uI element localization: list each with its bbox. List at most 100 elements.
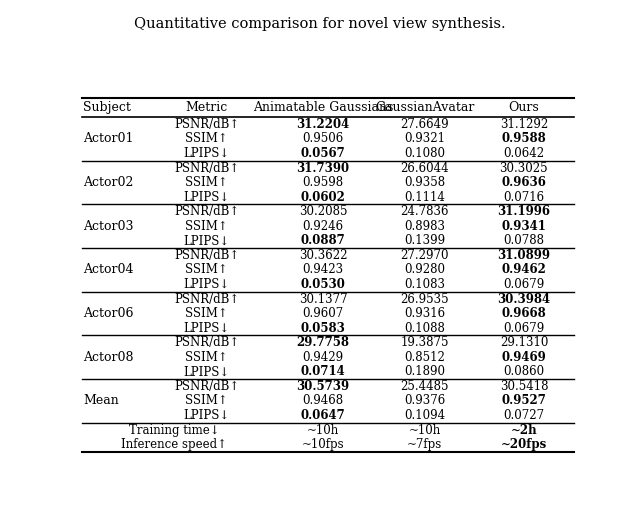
Text: 0.0642: 0.0642 [503,147,545,160]
Text: Training time↓: Training time↓ [129,424,220,436]
Text: 0.0602: 0.0602 [301,190,346,204]
Text: Actor04: Actor04 [83,264,134,277]
Text: Actor03: Actor03 [83,220,134,233]
Text: 0.0727: 0.0727 [503,409,545,422]
Text: 0.1088: 0.1088 [404,322,445,335]
Text: 0.9341: 0.9341 [502,220,547,233]
Text: LPIPS↓: LPIPS↓ [183,365,230,378]
Text: 0.1083: 0.1083 [404,278,445,291]
Text: 31.2204: 31.2204 [296,118,349,131]
Text: 0.0647: 0.0647 [301,409,346,422]
Text: 0.0567: 0.0567 [301,147,346,160]
Text: 24.7836: 24.7836 [401,206,449,218]
Text: 0.9598: 0.9598 [303,176,344,189]
Text: 30.5739: 30.5739 [296,380,349,393]
Text: Inference speed↑: Inference speed↑ [121,438,227,451]
Text: SSIM↑: SSIM↑ [185,394,228,407]
Text: 0.9469: 0.9469 [502,351,547,364]
Text: 0.9636: 0.9636 [502,176,547,189]
Text: ~10h: ~10h [408,424,441,436]
Text: LPIPS↓: LPIPS↓ [183,190,230,204]
Text: 29.1310: 29.1310 [500,336,548,349]
Text: 0.0860: 0.0860 [503,365,545,378]
Text: 0.9246: 0.9246 [303,220,344,233]
Text: ~2h: ~2h [511,424,537,436]
Text: PSNR/dB↑: PSNR/dB↑ [174,161,239,174]
Text: Subject: Subject [83,101,131,114]
Text: PSNR/dB↑: PSNR/dB↑ [174,118,239,131]
Text: 30.3622: 30.3622 [299,249,348,262]
Text: SSIM↑: SSIM↑ [185,220,228,233]
Text: 29.7758: 29.7758 [296,336,349,349]
Text: PSNR/dB↑: PSNR/dB↑ [174,380,239,393]
Text: LPIPS↓: LPIPS↓ [183,147,230,160]
Text: 0.0530: 0.0530 [301,278,346,291]
Text: 0.1890: 0.1890 [404,365,445,378]
Text: ~10h: ~10h [307,424,339,436]
Text: SSIM↑: SSIM↑ [185,307,228,320]
Text: SSIM↑: SSIM↑ [185,176,228,189]
Text: PSNR/dB↑: PSNR/dB↑ [174,249,239,262]
Text: 0.9527: 0.9527 [502,394,547,407]
Text: 0.0679: 0.0679 [503,322,545,335]
Text: 0.8512: 0.8512 [404,351,445,364]
Text: 30.1377: 30.1377 [299,293,348,306]
Text: LPIPS↓: LPIPS↓ [183,278,230,291]
Text: Actor02: Actor02 [83,176,134,189]
Text: 0.9588: 0.9588 [502,132,547,145]
Text: 31.0899: 31.0899 [497,249,550,262]
Text: 0.9429: 0.9429 [303,351,344,364]
Text: 0.9316: 0.9316 [404,307,445,320]
Text: 30.2085: 30.2085 [299,206,348,218]
Text: 19.3875: 19.3875 [401,336,449,349]
Text: Quantitative comparison for novel view synthesis.: Quantitative comparison for novel view s… [134,17,506,31]
Text: 0.1399: 0.1399 [404,235,445,248]
Text: 0.9423: 0.9423 [303,264,344,277]
Text: 30.3984: 30.3984 [497,293,550,306]
Text: 0.0788: 0.0788 [504,235,545,248]
Text: 0.9321: 0.9321 [404,132,445,145]
Text: 26.6044: 26.6044 [401,161,449,174]
Text: 27.6649: 27.6649 [401,118,449,131]
Text: Mean: Mean [83,394,119,407]
Text: Animatable Gaussians: Animatable Gaussians [253,101,393,114]
Text: LPIPS↓: LPIPS↓ [183,322,230,335]
Text: PSNR/dB↑: PSNR/dB↑ [174,206,239,218]
Text: Actor06: Actor06 [83,307,134,320]
Text: 31.1996: 31.1996 [497,206,550,218]
Text: 0.9358: 0.9358 [404,176,445,189]
Text: 0.9506: 0.9506 [303,132,344,145]
Text: ~20fps: ~20fps [500,438,547,451]
Text: 0.1080: 0.1080 [404,147,445,160]
Text: ~10fps: ~10fps [301,438,344,451]
Text: 30.3025: 30.3025 [500,161,548,174]
Text: 31.7390: 31.7390 [296,161,349,174]
Text: GaussianAvatar: GaussianAvatar [375,101,474,114]
Text: Actor08: Actor08 [83,351,134,364]
Text: 30.5418: 30.5418 [500,380,548,393]
Text: 0.8983: 0.8983 [404,220,445,233]
Text: Actor01: Actor01 [83,132,134,145]
Text: SSIM↑: SSIM↑ [185,351,228,364]
Text: ~7fps: ~7fps [407,438,442,451]
Text: Metric: Metric [186,101,228,114]
Text: 27.2970: 27.2970 [401,249,449,262]
Text: 26.9535: 26.9535 [401,293,449,306]
Text: 0.0583: 0.0583 [301,322,346,335]
Text: SSIM↑: SSIM↑ [185,264,228,277]
Text: 0.9462: 0.9462 [502,264,547,277]
Text: 0.9668: 0.9668 [502,307,547,320]
Text: LPIPS↓: LPIPS↓ [183,235,230,248]
Text: 0.9468: 0.9468 [303,394,344,407]
Text: 0.0887: 0.0887 [301,235,346,248]
Text: PSNR/dB↑: PSNR/dB↑ [174,293,239,306]
Text: 0.0714: 0.0714 [301,365,346,378]
Text: 0.9280: 0.9280 [404,264,445,277]
Text: Ours: Ours [509,101,540,114]
Text: 0.9376: 0.9376 [404,394,445,407]
Text: LPIPS↓: LPIPS↓ [183,409,230,422]
Text: 0.9607: 0.9607 [303,307,344,320]
Text: 0.1094: 0.1094 [404,409,445,422]
Text: 0.0716: 0.0716 [503,190,545,204]
Text: 0.0679: 0.0679 [503,278,545,291]
